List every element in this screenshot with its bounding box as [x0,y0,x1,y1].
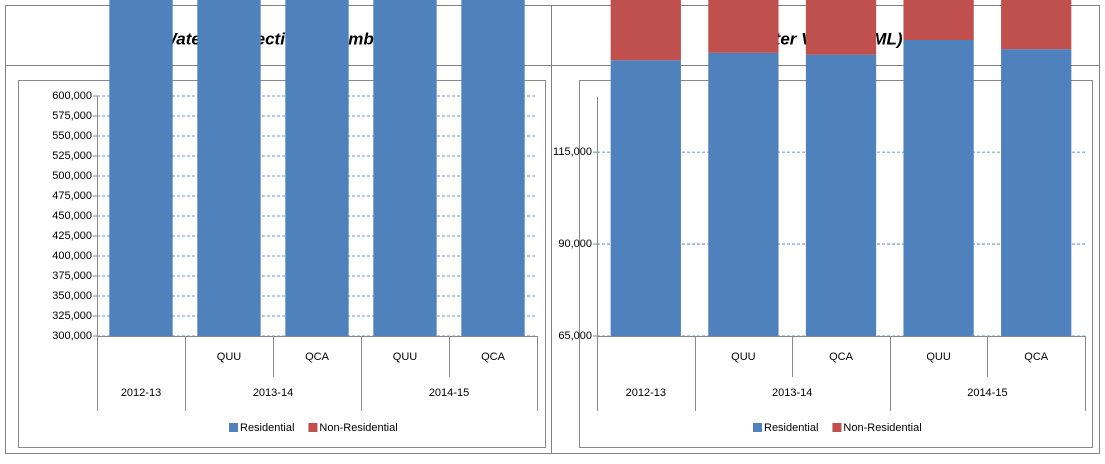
bar-segment [903,0,974,41]
bar-segment [285,0,349,336]
bar-segment [1001,0,1072,50]
y-tick-label: 115,000 [553,146,592,158]
y-tick-label: 575,000 [52,110,92,122]
table-border [5,5,1100,454]
group-label: 2012-13 [626,387,666,399]
y-tick-label: 475,000 [52,190,92,202]
x-tick-label: QUU [731,351,756,363]
y-tick-label: 300,000 [52,330,92,342]
y-tick-label: 500,000 [52,170,92,182]
bar-segment [805,54,877,336]
x-tick-label: QCA [305,351,330,363]
x-tick-label: QCA [1024,351,1049,363]
x-tick-label: QCA [481,351,506,363]
legend-label: Residential [240,422,294,434]
legend-label: Non-Residential [843,422,921,434]
column-header: Water Connections (Number) [161,29,396,48]
x-tick-label: QUU [393,351,418,363]
y-tick-label: 90,000 [558,238,592,250]
bar-segment [373,0,437,336]
bar-segment [109,0,173,336]
y-tick-label: 400,000 [52,250,92,262]
group-label: 2014-15 [429,387,469,399]
legend-swatch [832,423,842,432]
x-tick-label: QUU [926,351,951,363]
bar-segment [610,0,681,61]
legend-label: Non-Residential [319,422,397,434]
x-tick-label: QCA [829,351,854,363]
y-tick-label: 550,000 [52,130,92,142]
group-label: 2013-14 [772,387,812,399]
y-tick-label: 350,000 [52,290,92,302]
y-tick-label: 325,000 [52,310,92,322]
bar-segment [1001,49,1072,336]
bar-segment [805,0,877,55]
legend-swatch [308,423,318,432]
y-tick-label: 525,000 [52,150,92,162]
y-tick-label: 600,000 [52,90,92,102]
x-tick-label: QUU [217,351,242,363]
group-label: 2012-13 [121,387,161,399]
y-tick-label: 65,000 [558,330,592,342]
bar-segment [610,60,681,336]
legend-swatch [753,423,762,432]
bar-segment [903,40,974,336]
y-tick-label: 450,000 [52,210,92,222]
legend-swatch [229,423,238,432]
bar-segment [197,0,261,336]
bar-segment [461,0,525,337]
y-tick-label: 375,000 [52,270,92,282]
bar-segment [708,0,779,53]
group-label: 2014-15 [967,387,1007,399]
chart-frame [18,80,546,448]
legend-label: Residential [764,422,818,434]
y-tick-label: 425,000 [52,230,92,242]
group-label: 2013-14 [253,387,293,399]
bar-segment [708,52,779,336]
